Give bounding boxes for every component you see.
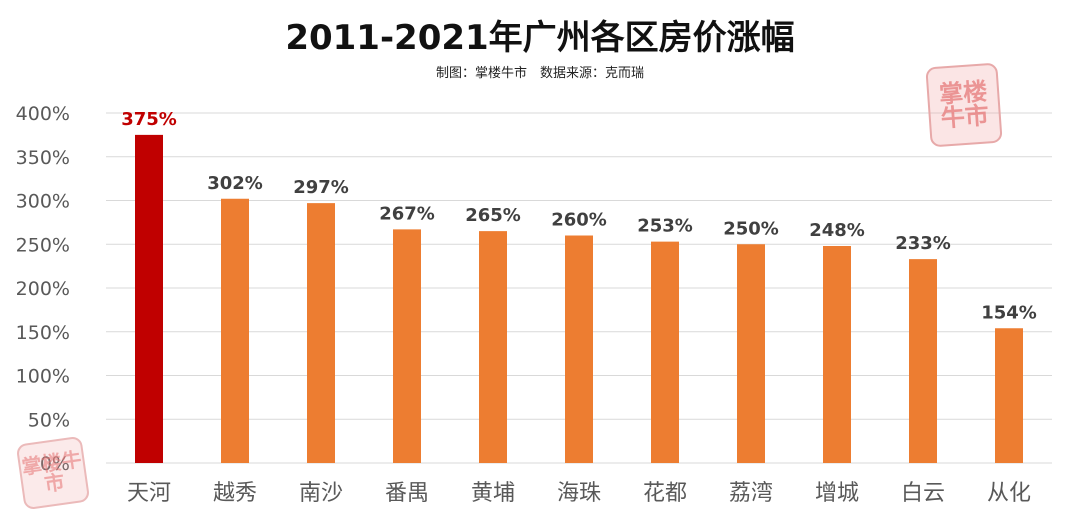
x-tick-label: 增城 — [815, 481, 859, 506]
data-label: 250% — [723, 218, 779, 239]
y-tick-label: 400% — [16, 103, 70, 125]
data-label: 267% — [379, 203, 435, 224]
watermark-stamp-small: 掌楼牛市 — [15, 435, 91, 511]
x-tick-label: 白云 — [901, 481, 945, 506]
x-tick-label: 花都 — [643, 481, 687, 506]
x-tick-label: 从化 — [987, 481, 1031, 506]
bar — [995, 328, 1023, 463]
data-label: 302% — [207, 173, 263, 194]
data-label: 265% — [465, 205, 521, 226]
chart-title: 2011-2021年广州各区房价涨幅 — [285, 18, 795, 58]
bar — [651, 241, 679, 463]
bar — [823, 246, 851, 463]
data-label: 248% — [809, 220, 865, 241]
bar — [393, 229, 421, 463]
y-tick-label: 350% — [16, 147, 70, 169]
x-tick-label: 黄埔 — [471, 481, 515, 506]
y-tick-label: 100% — [16, 366, 70, 388]
x-tick-label: 荔湾 — [729, 481, 773, 506]
data-label: 154% — [981, 302, 1037, 323]
bar — [737, 244, 765, 463]
watermark-stamp: 掌楼牛市 — [925, 62, 1003, 148]
y-tick-label: 300% — [16, 191, 70, 213]
data-label: 260% — [551, 210, 607, 231]
x-tick-label: 海珠 — [557, 481, 601, 506]
y-tick-label: 50% — [28, 409, 70, 431]
watermark-stamp-small-text: 掌楼牛市 — [20, 447, 83, 497]
bar — [307, 203, 335, 463]
x-tick-label: 南沙 — [299, 481, 343, 506]
data-label: 233% — [895, 233, 951, 254]
data-label: 253% — [637, 216, 693, 237]
y-tick-label: 200% — [16, 278, 70, 300]
data-label: 375% — [121, 109, 177, 130]
bar — [479, 231, 507, 463]
data-label: 297% — [293, 177, 349, 198]
chart-subtitle: 制图：掌楼牛市 数据来源：克而瑞 — [435, 66, 644, 81]
x-tick-label: 越秀 — [213, 481, 257, 506]
bar — [909, 259, 937, 463]
y-tick-label: 150% — [16, 322, 70, 344]
watermark-stamp-text: 掌楼牛市 — [938, 76, 990, 133]
bar — [135, 134, 163, 463]
bar — [565, 235, 593, 463]
x-tick-label: 番禺 — [385, 481, 429, 506]
y-tick-label: 0% — [40, 453, 70, 475]
x-tick-label: 天河 — [127, 481, 171, 506]
y-tick-label: 250% — [16, 234, 70, 256]
bar — [221, 198, 249, 463]
